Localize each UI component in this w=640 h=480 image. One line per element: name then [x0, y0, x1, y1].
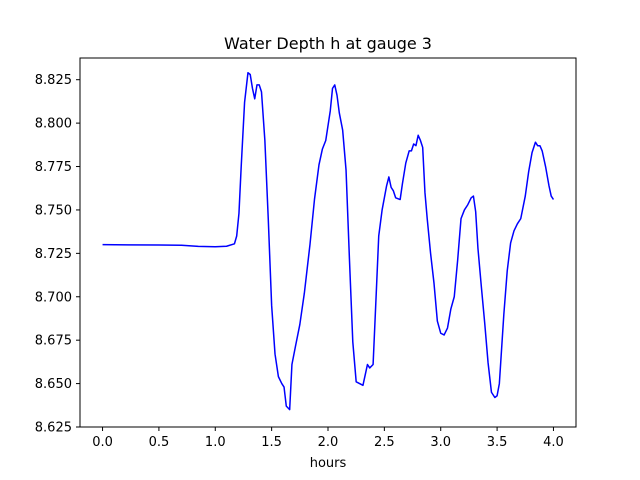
x-tick-label: 1.0: [205, 435, 226, 450]
y-tick-label: 8.725: [35, 247, 72, 262]
x-tick-label: 0.5: [149, 435, 170, 450]
x-tick-label: 1.5: [261, 435, 282, 450]
x-tick-label: 3.0: [430, 435, 451, 450]
y-tick-label: 8.675: [35, 334, 72, 349]
y-tick-label: 8.750: [35, 203, 72, 218]
x-tick-label: 0.0: [92, 435, 113, 450]
x-tick-label: 4.0: [543, 435, 564, 450]
series-layer: [102, 72, 555, 411]
x-tick-label: 2.0: [318, 435, 339, 450]
chart-title: Water Depth h at gauge 3: [224, 34, 432, 53]
y-tick-label: 8.800: [35, 117, 72, 132]
series-line: [102, 72, 555, 411]
y-tick-label: 8.775: [35, 160, 72, 175]
x-tick-label: 2.5: [374, 435, 395, 450]
plot-area-frame: [79, 57, 577, 428]
y-tick-label: 8.650: [35, 377, 72, 392]
y-tick-label: 8.825: [35, 73, 72, 88]
x-axis-label: hours: [310, 456, 347, 471]
y-tick-label: 8.625: [35, 421, 72, 436]
x-tick-label: 3.5: [487, 435, 508, 450]
x-axis-ticks: 0.0 0.5 1.0 1.5 2.0 2.5 3.0 3.5 4.0: [92, 427, 564, 450]
y-tick-label: 8.700: [35, 290, 72, 305]
y-axis-ticks: 8.625 8.650 8.675 8.700 8.725 8.750 8.775 8.800…: [35, 73, 80, 436]
